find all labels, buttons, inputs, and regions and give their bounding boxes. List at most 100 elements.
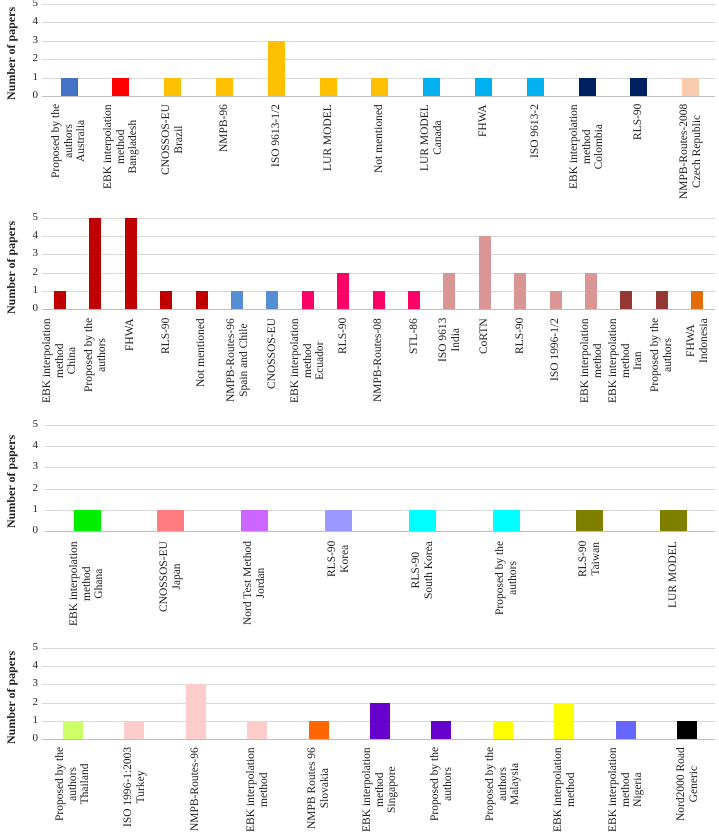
x-tick-label: CNOSSOS-EU Japan [158, 541, 183, 612]
x-tick-label: Proposed by the authors [649, 317, 674, 392]
y-tick-label: 4 [32, 439, 39, 451]
x-axis-line [42, 96, 715, 97]
bar [554, 703, 574, 739]
bar [337, 273, 349, 309]
x-tick-label: Proposed by the authors Australia [50, 103, 87, 178]
gridline [42, 59, 715, 60]
bar [677, 721, 697, 739]
y-tick-label: 1 [32, 284, 39, 296]
y-tick-label: 3 [32, 247, 39, 259]
x-tick-label: Not mentioned [195, 318, 207, 387]
gridline [42, 666, 715, 667]
x-tick-label: LUR MODEL [667, 541, 679, 608]
x-tick-label: EBK interpolation method Iran [607, 318, 644, 403]
x-tick-label: EBK interpolation method [552, 747, 577, 832]
y-tick-label: 2 [32, 482, 39, 494]
bar [423, 78, 440, 96]
gridline [42, 4, 715, 5]
bar [320, 78, 337, 96]
x-tick-label: EBK interpolation method Colombia [568, 104, 605, 189]
bar [630, 78, 647, 96]
bar [656, 291, 668, 309]
bar [475, 78, 492, 96]
x-tick-label: NMPB-Routes-08 [372, 318, 384, 402]
x-tick-label: EBK interpolation method [579, 318, 604, 403]
x-tick-label: CNOSSOS-EU [266, 318, 278, 389]
x-tick-label: RLS-90 [337, 317, 349, 354]
bar [373, 291, 385, 309]
bar [620, 291, 632, 309]
bar [124, 721, 144, 739]
gridline [45, 446, 715, 447]
x-tick-label: Nord2000 Road Generic [675, 747, 700, 821]
bar [579, 78, 596, 96]
y-tick-label: 2 [32, 696, 39, 708]
bar [89, 218, 101, 309]
gridline [42, 273, 715, 274]
x-tick-label: ISO 9613-2 [529, 104, 541, 158]
x-tick-label: Proposed by the authors [83, 317, 108, 392]
x-tick-label: RLS-90 Taiwan [577, 540, 602, 577]
y-tick-label: 0 [32, 524, 39, 536]
x-tick-label: RLS-90 South Korea [410, 541, 435, 599]
bar [196, 291, 208, 309]
y-tick-label: 3 [32, 460, 39, 472]
bar [616, 721, 636, 739]
y-tick-label: 1 [32, 503, 39, 515]
bar [370, 703, 390, 739]
bar [160, 291, 172, 309]
bar [514, 273, 526, 309]
x-tick-label: EBK interpolation method Ecuador [289, 318, 326, 403]
gridline [45, 467, 715, 468]
bar [309, 721, 329, 739]
gridline [45, 489, 715, 490]
x-tick-label: STL-86 [408, 318, 420, 354]
bar [431, 721, 451, 739]
gridline [42, 648, 715, 649]
x-tick-label: RLS-90 [514, 317, 526, 354]
x-tick-label: RLS-90 Korea [326, 540, 351, 577]
bar [408, 291, 420, 309]
bar [371, 78, 388, 96]
y-axis-title: Number of papers [4, 650, 18, 744]
x-tick-label: ISO 1996-1:2003 Turkey [122, 746, 147, 827]
x-tick-label: CoRTN [478, 318, 490, 354]
y-tick-label: 2 [32, 266, 39, 278]
bar [585, 273, 597, 309]
y-axis-title: Number of papers [4, 6, 18, 100]
x-tick-label: RLS-90 [632, 103, 644, 140]
y-tick-label: 4 [32, 229, 39, 241]
y-tick-label: 2 [32, 52, 39, 64]
y-tick-label: 4 [32, 659, 39, 671]
y-axis-title: Number of papers [4, 434, 18, 528]
bar [268, 41, 285, 96]
x-tick-label: CNOSSOS-EU Brazil [160, 104, 185, 175]
bar [493, 510, 520, 531]
y-tick-label: 0 [32, 732, 39, 744]
bar [302, 291, 314, 309]
x-tick-label: Proposed by the authors Malaysia [484, 746, 521, 821]
bar [479, 236, 491, 309]
y-tick-label: 5 [32, 0, 39, 9]
bar [682, 78, 699, 96]
bar [216, 78, 233, 96]
bar [247, 721, 267, 739]
x-tick-label: EBK interpolation method [245, 747, 270, 832]
bar [266, 291, 278, 309]
x-tick-label: Not mentioned [373, 104, 385, 173]
x-tick-label: LUR MODEL Canada [419, 104, 444, 171]
bar [74, 510, 101, 531]
gridline [42, 684, 715, 685]
gridline [42, 254, 715, 255]
bar [63, 721, 83, 739]
y-axis-title: Number of papers [4, 220, 18, 314]
bar [325, 510, 352, 531]
gridline [42, 41, 715, 42]
x-tick-label: LUR MODEL [322, 104, 334, 171]
x-tick-label: FHWA [477, 104, 489, 137]
bar [186, 684, 206, 739]
x-tick-label: ISO 9613 India [437, 317, 462, 362]
bar [164, 78, 181, 96]
bar [241, 510, 268, 531]
x-tick-label: FHWA [124, 318, 136, 351]
